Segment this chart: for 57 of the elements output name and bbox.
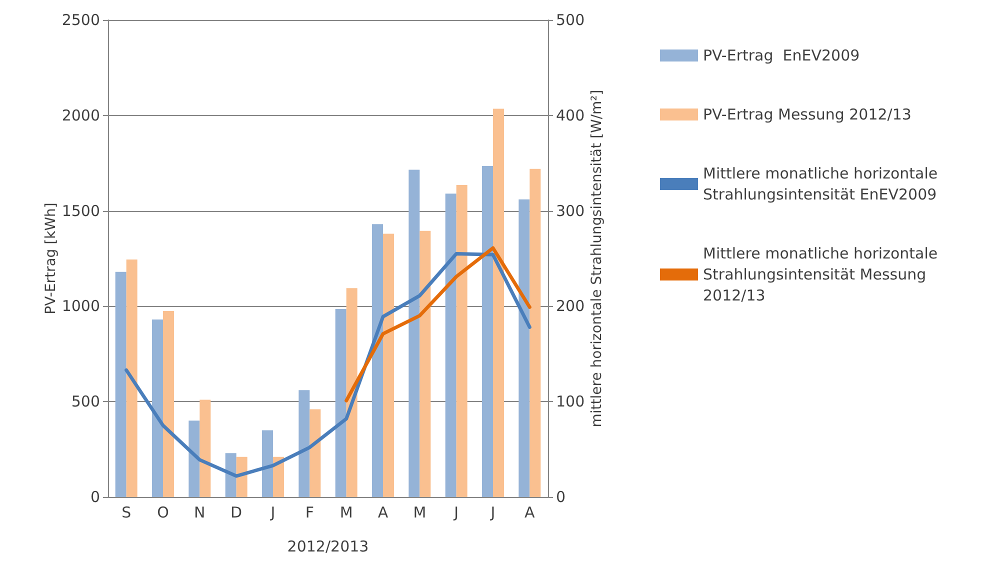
y2-tick-label: 400 [556, 106, 585, 124]
line-series [344, 246, 532, 402]
bar [188, 420, 200, 497]
x-tick-label: D [230, 504, 242, 522]
x-tick-label: M [413, 504, 426, 522]
x-tick-label: A [378, 504, 389, 522]
bar [372, 224, 383, 497]
x-tick-label: N [194, 504, 206, 522]
bar [408, 170, 420, 497]
y2-tick-label: 100 [556, 392, 585, 411]
y-tick-label: 1500 [62, 202, 100, 220]
x-tick-label: J [490, 504, 496, 522]
bar [346, 288, 358, 497]
x-tick-label: M [340, 504, 353, 522]
bar [236, 456, 248, 497]
bar [163, 310, 174, 497]
legend-label: Mittlere monatliche horizontale Strahlungsintensität EnEV2009 [703, 164, 942, 204]
bar [482, 166, 493, 497]
x-tick-label: F [305, 504, 314, 522]
y-tick-label: 500 [71, 392, 100, 411]
bar [493, 108, 504, 497]
legend-label: Mittlere monatliche horizontale Strahlungsintensität Messung 2012/13 [703, 244, 942, 304]
bar [310, 409, 321, 497]
x-tick-label: O [157, 504, 169, 522]
legend-label: PV-Ertrag Messung 2012/13 [703, 106, 912, 124]
bar [200, 400, 211, 497]
bar [115, 272, 126, 497]
bar [518, 199, 530, 497]
x-axis-title: 2012/2013 [287, 538, 369, 556]
bar [225, 453, 236, 497]
x-tick-label: S [122, 504, 132, 522]
y2-tick-label: 300 [556, 202, 585, 220]
bar [273, 456, 284, 497]
bar [335, 309, 346, 497]
x-tick-label: J [453, 504, 459, 522]
y-axis-title: PV-Ertrag [kWh] [42, 202, 59, 314]
line-series [124, 252, 532, 478]
bar [445, 194, 456, 497]
y2-tick-label: 200 [556, 297, 585, 316]
bar [456, 185, 468, 497]
x-tick-label: J [270, 504, 276, 522]
legend-label: PV-Ertrag EnEV2009 [703, 46, 860, 64]
y2-tick-label: 0 [556, 488, 566, 506]
bar [420, 230, 431, 497]
bar [126, 259, 138, 497]
y2-axis-title: mittlere horizontale Strahlungsintensität [W/m²] [589, 90, 605, 428]
x-tick-label: A [524, 504, 536, 522]
y-tick-label: 2000 [62, 106, 100, 124]
bar [262, 430, 273, 497]
y-tick-label: 2500 [62, 11, 100, 29]
y-tick-label: 1000 [62, 297, 100, 316]
bar [152, 320, 163, 497]
y-tick-label: 0 [90, 488, 100, 506]
bar [530, 168, 541, 497]
y2-tick-label: 500 [556, 11, 585, 29]
bar [298, 390, 310, 497]
bar [383, 234, 394, 497]
